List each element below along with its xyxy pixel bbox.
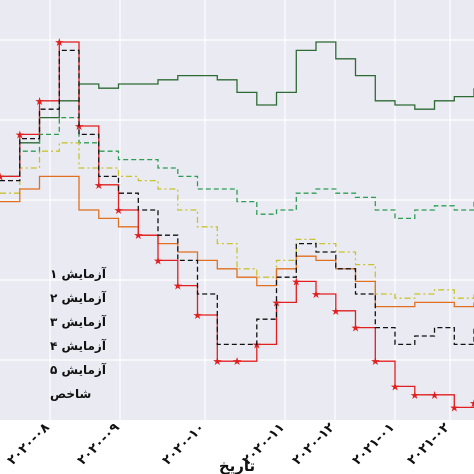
data-point-star: ★ — [94, 179, 104, 192]
data-point-star: ★ — [469, 397, 474, 410]
x-tick-label: ۲۰۲۱-۰۱ — [350, 420, 398, 468]
x-tick-label: ۲۰۲۰-۱۰ — [160, 420, 208, 468]
data-point-star: ★ — [331, 305, 341, 318]
data-point-star: ★ — [291, 275, 301, 288]
data-point-star: ★ — [390, 380, 400, 393]
legend-label: آزمایش ۴ — [50, 338, 107, 353]
x-tick-label: ۲۰۲۱-۰۲ — [405, 420, 453, 468]
legend-label: آزمایش ۵ — [50, 362, 107, 377]
x-axis-title: تاریخ — [219, 457, 255, 474]
x-tick-label: ۲۰۲۰-۰۸ — [5, 420, 53, 468]
data-point-star: ★ — [311, 288, 321, 301]
x-tick-label: ۲۰۲۰-۱۲ — [290, 420, 338, 468]
data-point-star: ★ — [173, 280, 183, 293]
data-point-star: ★ — [351, 322, 361, 335]
data-point-star: ★ — [35, 95, 45, 108]
data-point-star: ★ — [114, 204, 124, 217]
legend-label: آزمایش ۱ — [50, 266, 107, 281]
series-line-3 — [0, 142, 474, 299]
data-point-star: ★ — [133, 229, 143, 242]
data-point-star: ★ — [74, 120, 84, 133]
legend-label: آزمایش ۳ — [50, 314, 107, 329]
data-point-star: ★ — [212, 355, 222, 368]
legend: آزمایش ۱ آزمایش ۲ آزمایش ۳ آزمایش ۴ آزمایش ۵… — [50, 266, 107, 401]
data-point-star: ★ — [370, 355, 380, 368]
data-point-star: ★ — [272, 296, 282, 309]
data-point-star: ★ — [410, 389, 420, 402]
series-line-6 — [0, 49, 474, 346]
data-point-star: ★ — [153, 254, 163, 267]
data-point-star: ★ — [54, 36, 64, 49]
x-tick-label: ۲۰۲۰-۰۹ — [75, 420, 123, 468]
data-point-star: ★ — [232, 355, 242, 368]
legend-label: شاخص — [50, 387, 91, 401]
data-point-star: ★ — [0, 170, 5, 183]
series-line-2 — [0, 116, 474, 220]
legend-label: آزمایش ۲ — [50, 290, 107, 305]
data-point-star: ★ — [430, 389, 440, 402]
series-line-4 — [0, 175, 474, 308]
data-point-star: ★ — [15, 128, 25, 141]
data-point-star: ★ — [193, 309, 203, 322]
data-point-star: ★ — [449, 401, 459, 414]
series-layer: ★★★★★★★★★★★★★★★★★★★★★★★★★ — [0, 36, 474, 414]
